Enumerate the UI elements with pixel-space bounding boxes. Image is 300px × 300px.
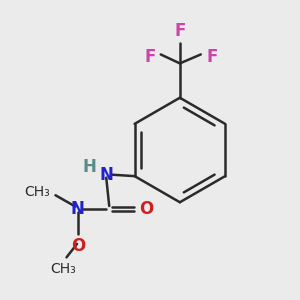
Text: F: F: [144, 48, 155, 66]
Text: O: O: [71, 237, 85, 255]
Text: CH₃: CH₃: [50, 262, 76, 276]
Text: H: H: [83, 158, 97, 176]
Text: N: N: [99, 166, 113, 184]
Text: N: N: [71, 200, 85, 218]
Text: CH₃: CH₃: [24, 185, 50, 199]
Text: F: F: [174, 22, 185, 40]
Text: F: F: [206, 48, 218, 66]
Text: O: O: [139, 200, 153, 218]
